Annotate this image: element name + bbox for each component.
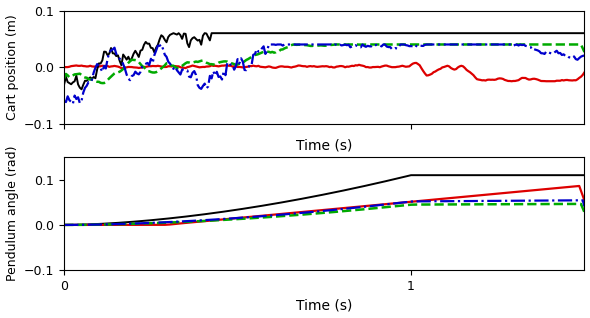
X-axis label: Time (s): Time (s) [296,299,352,313]
Y-axis label: Pendulum angle (rad): Pendulum angle (rad) [5,146,18,281]
X-axis label: Time (s): Time (s) [296,139,352,153]
Y-axis label: Cart position (m): Cart position (m) [5,14,18,120]
